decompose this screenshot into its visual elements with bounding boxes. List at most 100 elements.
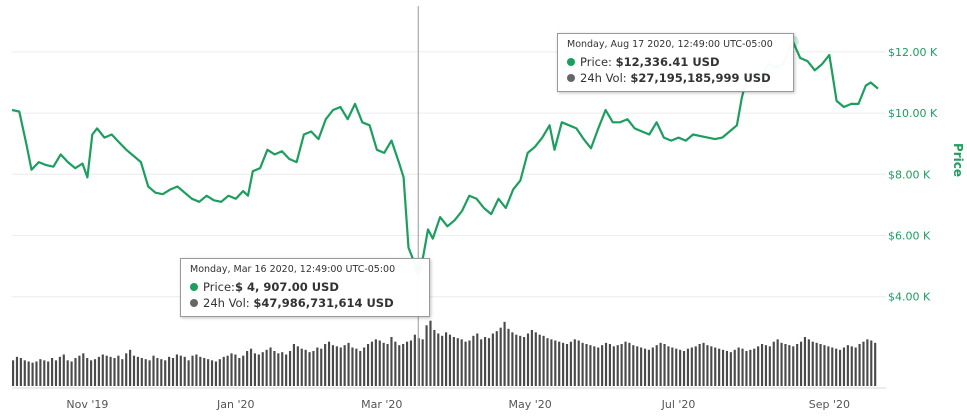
volume-bar bbox=[819, 344, 822, 386]
volume-bar bbox=[445, 332, 448, 386]
volume-bar bbox=[273, 351, 276, 386]
volume-bar bbox=[526, 333, 530, 386]
volume-bar bbox=[97, 356, 100, 386]
volume-bar bbox=[144, 359, 147, 386]
price-dot-icon bbox=[190, 283, 198, 291]
volume-bar bbox=[702, 342, 705, 386]
x-tick-label: Mar '20 bbox=[361, 398, 402, 411]
volume-bar bbox=[710, 346, 713, 386]
volume-bar bbox=[191, 355, 194, 386]
volume-bar bbox=[815, 342, 818, 386]
volume-bar bbox=[624, 341, 627, 386]
grid-lines bbox=[12, 51, 886, 389]
tooltip-volume-row: 24h Vol: $27,195,185,999 USD bbox=[567, 70, 784, 86]
volume-bar bbox=[277, 353, 280, 386]
tooltip-price-label: Price: bbox=[203, 280, 235, 294]
volume-bar bbox=[421, 339, 424, 386]
price-series-line[interactable] bbox=[11, 40, 879, 270]
volume-bar bbox=[737, 347, 740, 386]
volume-bar bbox=[117, 355, 120, 386]
volume-bar bbox=[331, 345, 335, 386]
volume-bar bbox=[659, 342, 662, 386]
volume-bar bbox=[573, 339, 576, 386]
volume-bar bbox=[179, 355, 182, 386]
volume-bar bbox=[19, 358, 22, 386]
volume-bar bbox=[749, 349, 752, 386]
volume-bar bbox=[811, 341, 814, 386]
tooltip-price-label: Price: bbox=[580, 55, 612, 69]
volume-bar bbox=[601, 345, 604, 386]
volume-bar bbox=[460, 339, 463, 386]
price-dot-icon bbox=[567, 58, 575, 66]
volume-bar bbox=[616, 345, 619, 386]
volume-bar bbox=[838, 349, 842, 386]
volume-bar bbox=[741, 348, 744, 386]
volume-bar bbox=[671, 347, 674, 386]
volume-bar bbox=[511, 332, 514, 386]
volume-bar bbox=[456, 338, 459, 386]
volume-bar bbox=[718, 348, 721, 386]
volume-bar bbox=[858, 344, 861, 386]
volume-bar bbox=[604, 342, 608, 386]
tooltip-date: Monday, Mar 16 2020, 12:49:00 UTC-05:00 bbox=[190, 264, 396, 275]
tooltip-volume-value: $47,986,731,614 USD bbox=[253, 296, 394, 310]
volume-bar bbox=[195, 354, 198, 386]
volume-bar bbox=[129, 349, 132, 386]
volume-bar bbox=[686, 348, 690, 386]
volume-bar bbox=[643, 348, 647, 386]
volume-bar bbox=[31, 362, 34, 386]
volume-bar bbox=[725, 351, 729, 386]
volume-bar bbox=[335, 346, 338, 386]
volume-bar bbox=[23, 360, 26, 386]
volume-bar bbox=[874, 342, 877, 386]
volume-bar bbox=[390, 337, 393, 386]
tooltip-volume-value: $27,195,185,999 USD bbox=[630, 71, 771, 85]
volume-dot-icon bbox=[567, 74, 575, 82]
volume-bar bbox=[772, 341, 775, 386]
volume-bar bbox=[562, 342, 565, 386]
volume-bar bbox=[66, 360, 69, 386]
volume-bar bbox=[230, 353, 233, 386]
tooltip-date: Monday, Aug 17 2020, 12:49:00 UTC-05:00 bbox=[567, 39, 773, 50]
volume-bar bbox=[327, 341, 331, 386]
volume-bar bbox=[675, 348, 678, 386]
volume-bar bbox=[799, 341, 803, 386]
tooltip-price-value: $ 4, 907.00 USD bbox=[234, 280, 339, 294]
volume-bar bbox=[261, 352, 264, 386]
tooltip-volume-label: 24h Vol: bbox=[580, 71, 627, 85]
volume-bar bbox=[706, 345, 709, 386]
volume-bar bbox=[238, 358, 241, 386]
volume-bar bbox=[577, 340, 580, 386]
volume-bar bbox=[499, 327, 502, 386]
volume-bar bbox=[12, 360, 15, 386]
volume-bar bbox=[359, 351, 362, 386]
volume-bar bbox=[476, 333, 479, 386]
volume-bar bbox=[437, 333, 440, 386]
volume-bar bbox=[667, 346, 670, 386]
volume-bar bbox=[554, 340, 557, 386]
y-tick-label: $10.00 K bbox=[888, 107, 938, 120]
volume-bar bbox=[690, 347, 693, 386]
volume-bar bbox=[249, 348, 253, 386]
volume-bar bbox=[370, 341, 374, 386]
volume-bar bbox=[218, 359, 221, 386]
volume-bar bbox=[831, 347, 834, 386]
volume-bar bbox=[788, 345, 791, 386]
volume-bar bbox=[160, 359, 163, 386]
volume-bar bbox=[101, 354, 104, 386]
volume-bar bbox=[288, 351, 292, 386]
volume-bar bbox=[320, 348, 323, 386]
volume-bar bbox=[402, 344, 405, 386]
volume-bar bbox=[620, 344, 623, 386]
volume-bar bbox=[546, 338, 549, 386]
volume-bar bbox=[39, 359, 42, 386]
volume-bar bbox=[651, 347, 654, 386]
volume-bar bbox=[558, 341, 561, 386]
volume-bar bbox=[164, 360, 167, 386]
volume-bar bbox=[269, 347, 272, 386]
volume-bar bbox=[113, 358, 116, 386]
volume-bar bbox=[448, 334, 452, 386]
volume-bar bbox=[109, 356, 112, 386]
volume-bar bbox=[121, 359, 124, 386]
